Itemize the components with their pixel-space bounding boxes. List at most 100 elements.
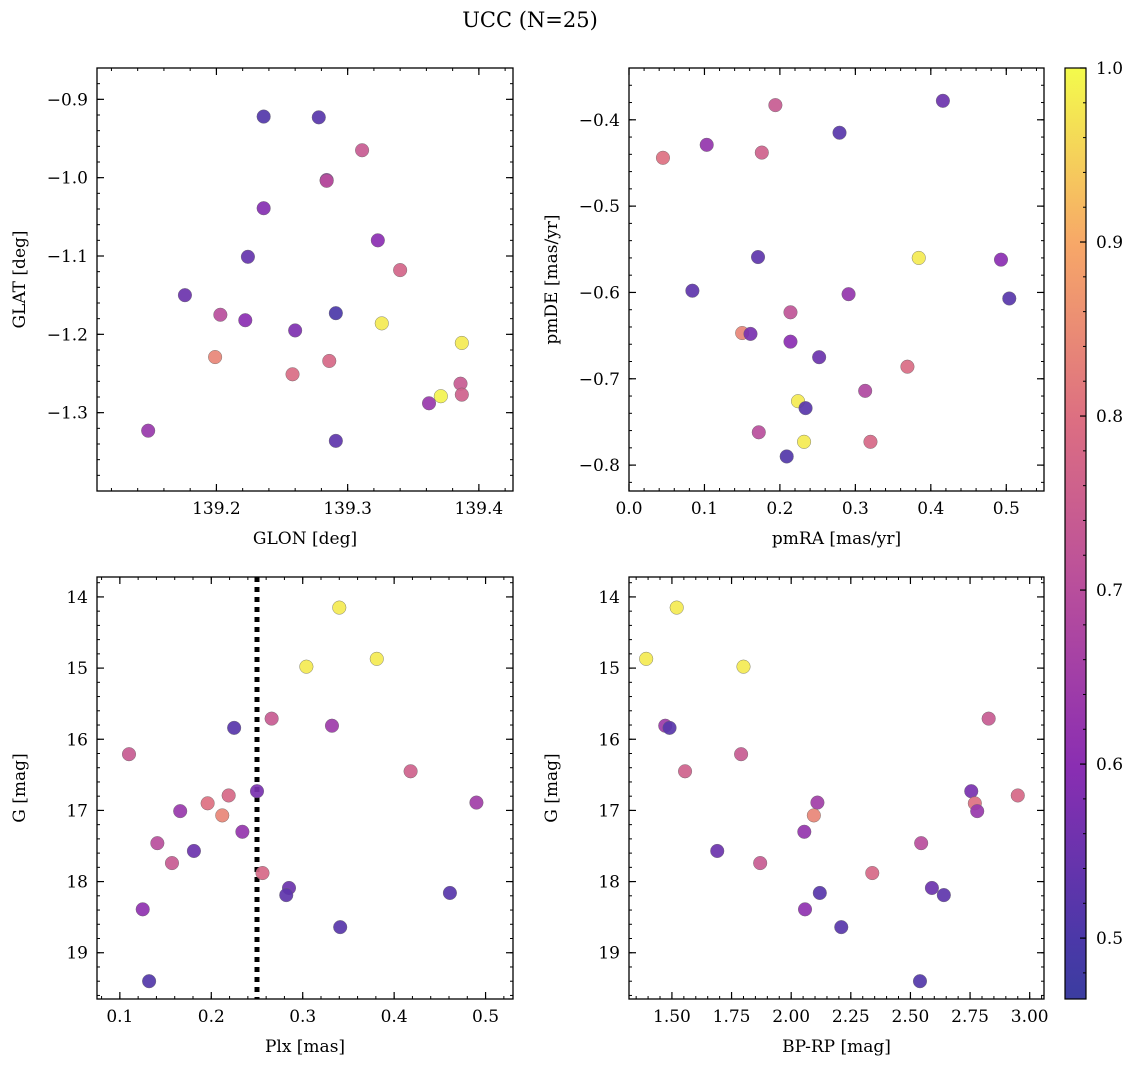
panel-bprp-g: 1.50 1.75 2.00 2.25 2.50 2.75 3.00 14 15 16 17 18 19… bbox=[542, 576, 1049, 1057]
y-tick-label: 18 bbox=[66, 873, 88, 893]
scatter-point bbox=[832, 125, 847, 140]
x-axis-label: pmRA [mas/yr] bbox=[772, 529, 901, 549]
scatter-point bbox=[981, 711, 996, 726]
y-tick-label: −0.9 bbox=[47, 90, 88, 110]
x-tick-label: 0.1 bbox=[691, 499, 718, 519]
scatter-point bbox=[208, 350, 223, 365]
scatter-point bbox=[285, 367, 300, 382]
y-tick-label: 17 bbox=[66, 801, 88, 821]
y-tick-label: 14 bbox=[66, 588, 88, 608]
scatter-point bbox=[235, 824, 250, 839]
scatter-point bbox=[655, 150, 670, 165]
scatter-point bbox=[797, 434, 812, 449]
scatter-point bbox=[200, 796, 215, 811]
x-tick-label: 0.4 bbox=[381, 1007, 408, 1027]
scatter-point bbox=[834, 920, 849, 935]
scatter-point bbox=[810, 795, 825, 810]
colorbar-tick-label: 0.5 bbox=[1096, 929, 1123, 949]
scatter-point bbox=[403, 764, 418, 779]
scatter-point bbox=[369, 651, 384, 666]
scatter-point bbox=[442, 885, 457, 900]
scatter-point bbox=[710, 843, 725, 858]
scatter-point bbox=[936, 888, 951, 903]
y-tick-label: 15 bbox=[598, 659, 620, 679]
x-axis-label: BP-RP [mag] bbox=[782, 1037, 891, 1057]
scatter-point bbox=[812, 885, 827, 900]
x-tick-label: 139.4 bbox=[455, 499, 504, 519]
scatter-point bbox=[841, 287, 856, 302]
scatter-point bbox=[900, 359, 915, 374]
scatter-point bbox=[142, 974, 157, 989]
scatter-point bbox=[699, 137, 714, 152]
scatter-point bbox=[433, 389, 448, 404]
scatter-point bbox=[914, 836, 929, 851]
scatter-point bbox=[328, 433, 343, 448]
scatter-point bbox=[454, 335, 469, 350]
colorbar-ticks: 0.5 0.6 0.7 0.8 0.9 1.0 bbox=[1080, 59, 1123, 974]
scatter-point bbox=[227, 720, 242, 735]
y-tick-label: −0.5 bbox=[579, 197, 620, 217]
scatter-point bbox=[865, 866, 880, 881]
scatter-point bbox=[299, 659, 314, 674]
x-tick-label: 2.75 bbox=[951, 1007, 989, 1027]
x-tick-label: 2.25 bbox=[832, 1007, 870, 1027]
y-tick-label: −1.2 bbox=[47, 325, 88, 345]
scatter-point bbox=[754, 145, 769, 160]
panel-plx-g: 0.1 0.2 0.3 0.4 0.5 14 15 16 17 18 19 Plx [mas] G [m… bbox=[10, 576, 514, 1057]
scatter-point bbox=[783, 305, 798, 320]
x-tick-label: 0.0 bbox=[615, 499, 642, 519]
y-tick-label: 19 bbox=[66, 944, 88, 964]
scatter-point bbox=[324, 718, 339, 733]
colorbar-tick-label: 0.8 bbox=[1096, 407, 1123, 427]
colorbar-tick-label: 1.0 bbox=[1096, 59, 1123, 79]
scatter-point bbox=[768, 98, 783, 113]
scatter-point bbox=[970, 804, 985, 819]
y-tick-label: 16 bbox=[66, 730, 88, 750]
colorbar: 0.5 0.6 0.7 0.8 0.9 1.0 bbox=[1064, 59, 1123, 1000]
scatter-point bbox=[964, 784, 979, 799]
scatter-point bbox=[798, 401, 813, 416]
scatter-point bbox=[806, 808, 821, 823]
y-tick-label: 16 bbox=[598, 730, 620, 750]
axes-frame bbox=[628, 67, 1045, 492]
colorbar-tick-label: 0.6 bbox=[1096, 755, 1123, 775]
scatter-point bbox=[279, 888, 294, 903]
axes-frame bbox=[96, 67, 514, 492]
scatter-point bbox=[797, 824, 812, 839]
x-tick-label: 0.2 bbox=[766, 499, 793, 519]
panel-glon-glat: 139.2 139.3 139.4 −0.9 −1.0 −1.1 −1.2 −1.3 GLON … bbox=[10, 67, 514, 549]
scatter-point bbox=[678, 764, 693, 779]
x-tick-label: 3.00 bbox=[1011, 1007, 1049, 1027]
y-axis-label: G [mag] bbox=[10, 753, 30, 822]
axes-frame bbox=[96, 576, 514, 1000]
x-tick-label: 2.50 bbox=[892, 1007, 930, 1027]
x-axis-label: Plx [mas] bbox=[265, 1037, 345, 1057]
scatter-point bbox=[173, 804, 188, 819]
scatter-point bbox=[798, 902, 813, 917]
scatter-point bbox=[322, 353, 337, 368]
y-tick-label: −0.7 bbox=[579, 370, 620, 390]
scatter-point bbox=[751, 250, 766, 265]
axes-frame bbox=[628, 576, 1045, 1000]
x-tick-label: 0.4 bbox=[917, 499, 944, 519]
scatter-point bbox=[255, 866, 270, 881]
scatter-point bbox=[924, 880, 939, 895]
scatter-point bbox=[374, 316, 389, 331]
scatter-point bbox=[912, 974, 927, 989]
y-axis-label: GLAT [deg] bbox=[10, 230, 30, 328]
y-tick-label: −0.6 bbox=[579, 283, 620, 303]
y-tick-label: −0.4 bbox=[579, 111, 620, 131]
x-tick-label: 139.2 bbox=[192, 499, 241, 519]
panel-pmra-pmde: 0.0 0.1 0.2 0.3 0.4 0.5 −0.4 −0.5 −0.6 −0.7 −0.8 pm… bbox=[542, 67, 1045, 549]
scatter-point bbox=[779, 449, 794, 464]
scatter-point bbox=[221, 788, 236, 803]
scatter-point bbox=[141, 423, 156, 438]
scatter-point bbox=[734, 747, 749, 762]
scatter-point bbox=[743, 326, 758, 341]
scatter-point bbox=[993, 252, 1008, 267]
y-tick-label: 17 bbox=[598, 801, 620, 821]
scatter-point bbox=[863, 434, 878, 449]
scatter-point bbox=[753, 856, 768, 871]
scatter-point bbox=[249, 784, 264, 799]
